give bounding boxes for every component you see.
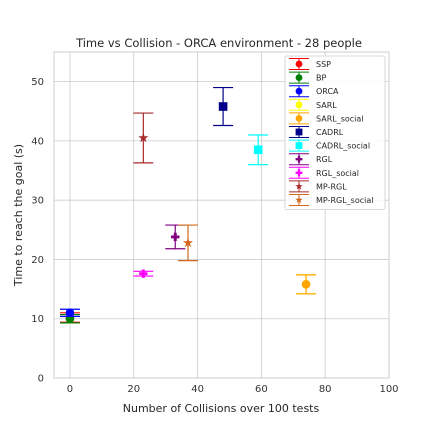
y-tick-label: 20 bbox=[31, 255, 44, 266]
data-point bbox=[139, 269, 148, 278]
x-tick-label: 100 bbox=[379, 384, 398, 395]
legend-marker bbox=[295, 142, 303, 149]
legend-label: SARL_social bbox=[316, 114, 364, 123]
legend-entry: SARL bbox=[289, 98, 337, 111]
series-mp-rgl bbox=[133, 112, 154, 164]
series-sarl-social bbox=[296, 274, 317, 295]
legend-label: RGL_social bbox=[316, 169, 359, 178]
legend-marker bbox=[295, 169, 303, 177]
legend-marker bbox=[295, 196, 303, 204]
legend-entry: SSP bbox=[289, 58, 331, 70]
legend-entry: ORCA bbox=[289, 85, 339, 98]
series-cadrl-social bbox=[248, 134, 269, 166]
legend-label: BP bbox=[316, 74, 326, 83]
axis-ticks: 0 20 40 60 80 100 0 10 20 30 40 50 bbox=[31, 77, 398, 395]
data-marks bbox=[59, 86, 317, 324]
legend-entry: CADRL_social bbox=[289, 139, 370, 152]
legend: SSP BP ORCA SARL SARL_social CADRL CADRL_socia… bbox=[284, 55, 386, 211]
data-point bbox=[253, 145, 263, 155]
x-tick-label: 60 bbox=[255, 384, 268, 395]
legend-label: SSP bbox=[316, 60, 331, 69]
legend-label: CADRL bbox=[316, 128, 344, 137]
legend-entry: RGL bbox=[289, 153, 333, 166]
legend-marker bbox=[295, 87, 303, 95]
legend-label: RGL bbox=[316, 155, 333, 164]
legend-marker bbox=[295, 74, 303, 81]
legend-entry: MP-RGL_social bbox=[289, 194, 373, 206]
legend-marker bbox=[295, 60, 303, 68]
data-point bbox=[138, 132, 149, 143]
legend-label: SARL bbox=[316, 101, 337, 110]
x-tick-label: 40 bbox=[191, 384, 204, 395]
legend-marker bbox=[295, 182, 303, 190]
legend-marker bbox=[295, 101, 303, 109]
y-tick-label: 10 bbox=[31, 314, 44, 325]
series-cadrl bbox=[213, 86, 234, 127]
legend-entry: BP bbox=[289, 71, 326, 84]
legend-box bbox=[284, 55, 386, 211]
legend-label: ORCA bbox=[316, 87, 339, 96]
series-rgl-social bbox=[133, 269, 154, 278]
series-orca bbox=[59, 308, 80, 318]
x-tick-label: 0 bbox=[67, 384, 73, 395]
legend-label: CADRL_social bbox=[316, 142, 370, 151]
legend-marker bbox=[295, 128, 303, 136]
grid bbox=[54, 52, 390, 379]
legend-marker bbox=[295, 155, 303, 163]
legend-entry: MP-RGL bbox=[289, 180, 347, 193]
legend-label: MP-RGL_social bbox=[316, 196, 373, 205]
x-tick-label: 20 bbox=[127, 384, 140, 395]
legend-entry: SARL_social bbox=[289, 112, 364, 125]
y-tick-label: 30 bbox=[31, 196, 44, 207]
data-point bbox=[301, 280, 311, 289]
data-point bbox=[65, 308, 75, 318]
legend-label: MP-RGL bbox=[316, 182, 347, 191]
data-point bbox=[182, 237, 194, 248]
data-point bbox=[218, 102, 228, 111]
x-axis-title: Number of Collisions over 100 tests bbox=[123, 402, 320, 415]
legend-entry: CADRL bbox=[289, 126, 344, 138]
legend-entry: RGL_social bbox=[289, 166, 359, 179]
y-tick-label: 40 bbox=[31, 136, 44, 147]
y-axis-title: Time to reach the goal (s) bbox=[12, 144, 25, 287]
x-tick-label: 80 bbox=[319, 384, 332, 395]
series-mp-rgl-social bbox=[178, 224, 198, 262]
y-tick-label: 50 bbox=[31, 77, 44, 88]
legend-marker bbox=[295, 115, 303, 122]
y-tick-label: 0 bbox=[38, 374, 44, 385]
data-point bbox=[171, 232, 180, 242]
chart-title: Time vs Collision - ORCA environment - 2… bbox=[75, 36, 362, 50]
